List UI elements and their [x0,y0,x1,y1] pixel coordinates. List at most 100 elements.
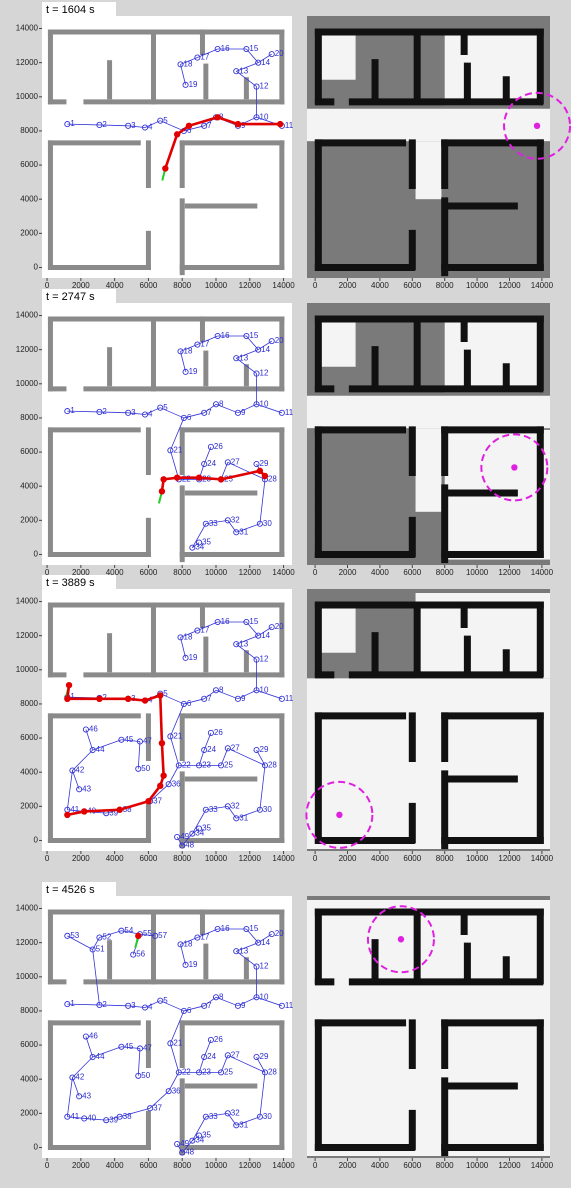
node-label: 11 [285,121,294,130]
node-label: 13 [239,66,248,75]
y-tick-label: 10000 [16,92,39,101]
x-tick-label: 12000 [239,568,262,577]
x-tick-label: 8000 [436,1161,454,1170]
node-label: 23 [202,760,211,769]
node-label: 1 [70,119,75,128]
node-label: 8 [219,685,224,694]
node-label: 16 [221,924,230,933]
node-label: 15 [249,617,258,626]
x-tick-label: 12000 [498,281,521,290]
node-label: 21 [173,445,182,454]
x-tick-label: 6000 [403,568,421,577]
node-label: 31 [239,1120,248,1129]
node-label: 7 [207,1001,212,1010]
path-point [160,476,166,482]
node-label: 48 [185,1148,194,1157]
node-label: 45 [124,735,133,744]
node-label: 31 [239,813,248,822]
node-label: 53 [70,931,79,940]
x-tick-label: 12000 [498,1161,521,1170]
node-label: 35 [202,1131,211,1140]
path-point [174,474,180,480]
x-tick-label: 0 [313,1161,318,1170]
y-tick-label: 12000 [16,58,39,67]
node-label: 10 [260,112,269,121]
node-label: 5 [163,996,168,1005]
node-label: 8 [219,992,224,1001]
node-label: 19 [189,960,198,969]
path-point [81,808,87,814]
path-point [125,696,131,702]
node-label: 30 [263,519,272,528]
panel-title: t = 3889 s [46,577,95,589]
node-label: 33 [209,1112,218,1121]
target-point [398,936,404,942]
node-label: 49 [180,832,189,841]
x-tick-label: 14000 [272,281,295,290]
node-label: 44 [96,1052,105,1061]
node-label: 9 [241,694,246,703]
y-tick-label: 8000 [20,699,38,708]
node-label: 4 [148,123,153,132]
path-point [157,783,163,789]
x-tick-label: 4000 [371,568,389,577]
node-label: 24 [207,1052,216,1061]
y-tick-label: 14000 [16,597,39,606]
x-tick-label: 14000 [531,1161,554,1170]
node-label: 11 [285,1001,294,1010]
node-label: 16 [221,331,230,340]
path-point [162,165,168,171]
node-label: 3 [131,121,136,130]
node-label: 2 [102,120,107,129]
node-label: 17 [200,933,209,942]
node-label: 43 [82,784,91,793]
path-point [262,473,268,479]
target-point [534,123,540,129]
node-label: 27 [231,743,240,752]
node-label: 10 [260,685,269,694]
x-tick-label: 8000 [173,854,191,863]
node-label: 7 [207,408,212,417]
node-label: 30 [263,1112,272,1121]
x-tick-label: 4000 [371,1161,389,1170]
y-tick-label: 0 [34,836,39,845]
x-tick-label: 6000 [140,1161,158,1170]
x-tick-label: 10000 [205,281,228,290]
node-label: 4 [148,1003,153,1012]
y-tick-label: 4000 [20,481,38,490]
path-point [64,812,70,818]
node-label: 47 [143,1044,152,1053]
node-label: 15 [249,44,258,53]
node-label: 36 [172,779,181,788]
node-label: 7 [207,121,212,130]
free-space [445,319,539,392]
x-tick-label: 4000 [371,854,389,863]
node-label: 6 [187,1006,192,1015]
node-label: 52 [102,933,111,942]
x-tick-label: 2000 [72,281,90,290]
node-label: 12 [260,82,269,91]
path-point [66,682,72,688]
node-label: 42 [75,1073,84,1082]
y-tick-label: 6000 [20,1040,38,1049]
x-tick-label: 4000 [106,281,124,290]
path-point [186,123,192,129]
node-label: 23 [202,1067,211,1076]
x-tick-label: 6000 [403,1161,421,1170]
free-space [307,109,550,141]
free-space [445,32,539,105]
node-label: 13 [239,639,248,648]
free-space [307,396,550,428]
node-label: 20 [275,929,284,938]
node-label: 9 [241,1001,246,1010]
free-space [320,608,356,652]
x-tick-label: 12000 [239,281,262,290]
node-label: 56 [136,950,145,959]
x-tick-label: 2000 [339,854,357,863]
node-label: 38 [123,1112,132,1121]
x-tick-label: 12000 [498,568,521,577]
node-label: 11 [285,694,294,703]
node-label: 20 [275,622,284,631]
node-label: 46 [89,1032,98,1041]
node-label: 26 [214,728,223,737]
